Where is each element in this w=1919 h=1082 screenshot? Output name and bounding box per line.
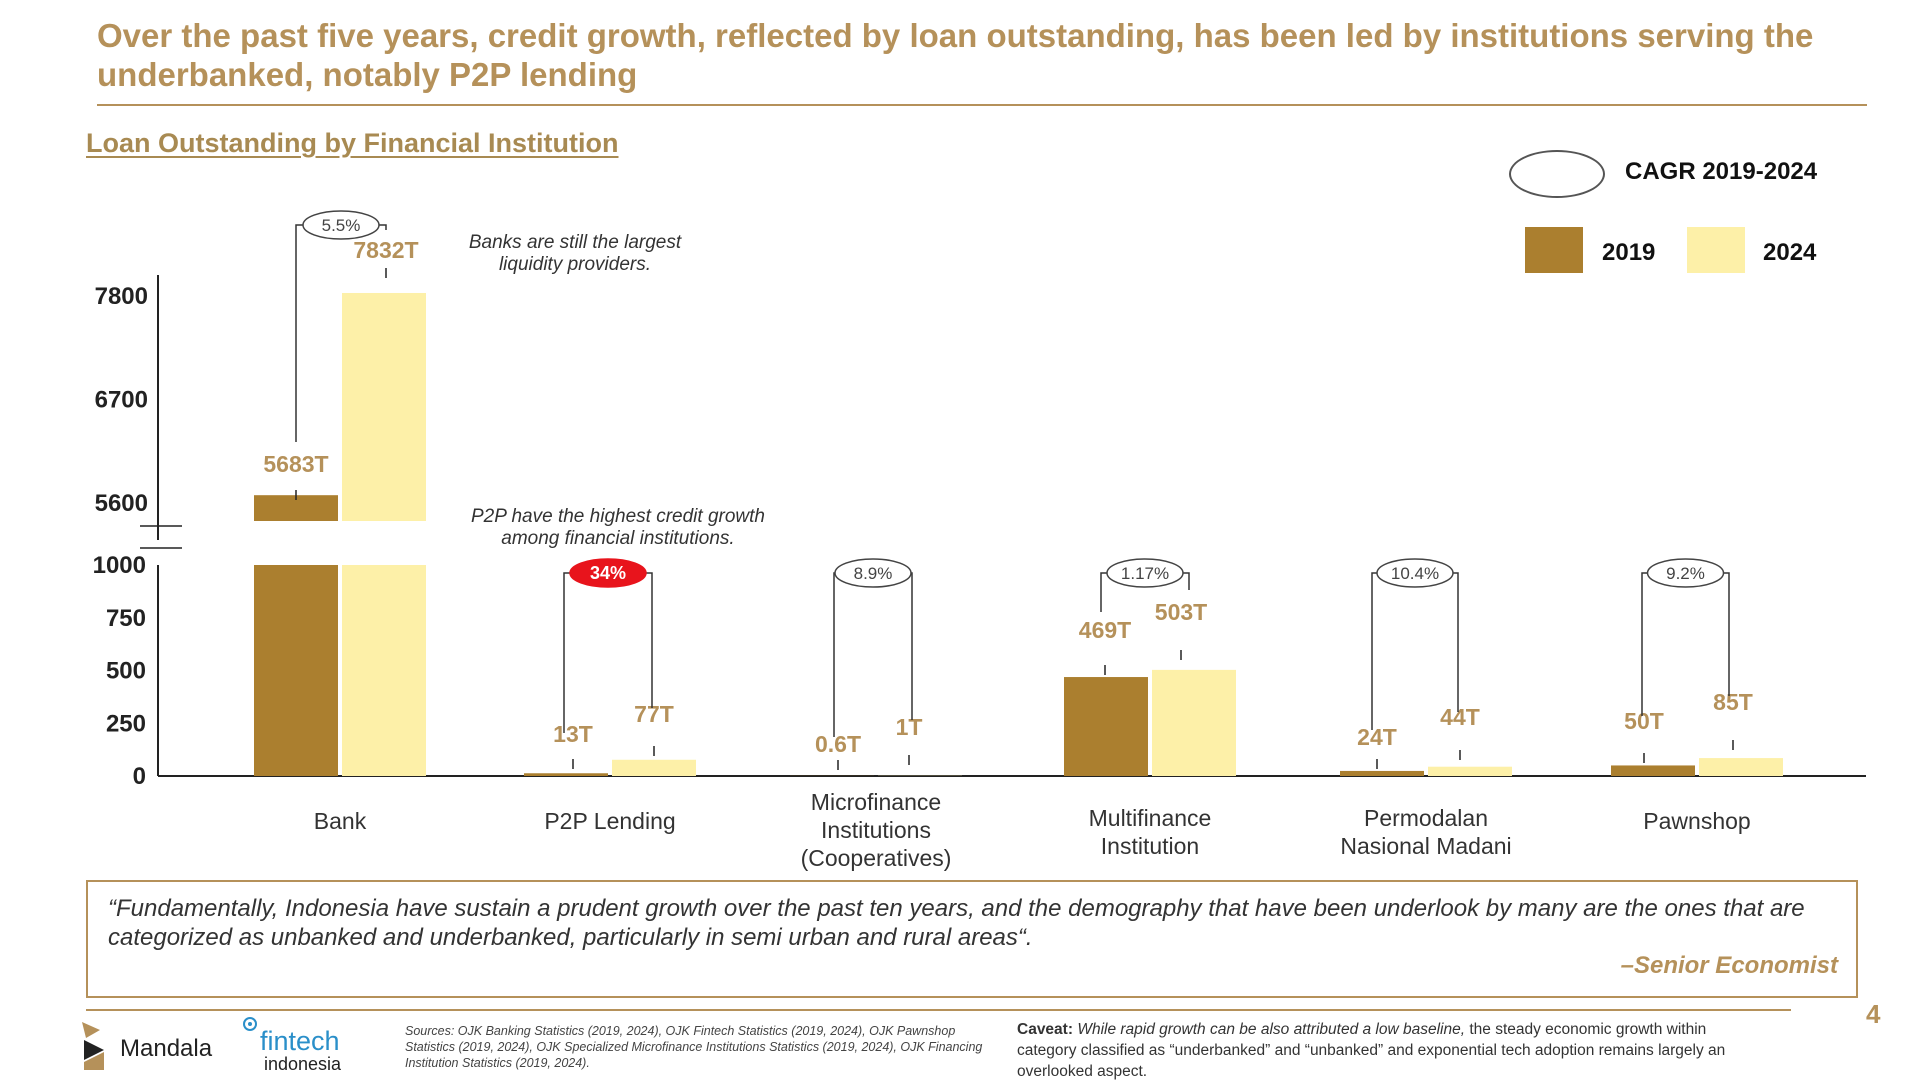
y-tick-label: 0 <box>133 763 146 790</box>
category-label: Pawnshop <box>1643 808 1750 834</box>
y-tick-label: 7800 <box>95 283 148 310</box>
data-label-2024: 85T <box>1713 689 1753 715</box>
quote-author: –Senior Economist <box>1621 952 1838 980</box>
data-label-2024: 7832T <box>353 237 418 263</box>
y-tick-label: 5600 <box>95 490 148 517</box>
bank-note: Banks are still the largest liquidity pr… <box>450 232 700 276</box>
cagr-label: 5.5% <box>322 216 361 235</box>
data-label-2019: 50T <box>1624 708 1664 734</box>
bar-2019 <box>1340 771 1424 776</box>
data-label-2019: 0.6T <box>815 731 861 757</box>
data-label-2019: 469T <box>1079 617 1131 643</box>
data-label-2024: 503T <box>1155 599 1207 625</box>
category-label: (Cooperatives) <box>801 845 952 871</box>
bar-2024 <box>1428 767 1512 776</box>
category-label: Bank <box>314 808 367 834</box>
p2p-note: P2P have the highest credit growth among… <box>448 506 788 550</box>
fintech-indonesia-logo: fintech indonesia <box>238 1014 368 1074</box>
category-label: Institution <box>1101 833 1199 859</box>
quote-box: “Fundamentally, Indonesia have sustain a… <box>86 880 1858 998</box>
y-tick-label: 6700 <box>95 387 148 414</box>
data-label-2024: 77T <box>634 701 674 727</box>
data-label-2024: 1T <box>896 714 923 740</box>
bar-2019 <box>1064 677 1148 776</box>
cagr-label: 9.2% <box>1666 564 1705 583</box>
bar-2019 <box>524 773 608 776</box>
page-number: 4 <box>1866 999 1880 1030</box>
category-label: Institutions <box>821 817 931 843</box>
cagr-bracket <box>834 573 912 737</box>
data-label-2019: 13T <box>553 721 593 747</box>
bar-2019 <box>254 565 338 776</box>
y-tick-label: 750 <box>106 605 146 632</box>
y-tick-label: 1000 <box>93 552 146 579</box>
bar-2024 <box>1152 670 1236 776</box>
data-label-2019: 24T <box>1357 724 1397 750</box>
cagr-label: 8.9% <box>854 564 893 583</box>
data-label-2024: 44T <box>1440 704 1480 730</box>
category-label: Nasional Madani <box>1340 833 1511 859</box>
category-label: Permodalan <box>1364 805 1488 831</box>
bar-2024 <box>612 760 696 776</box>
cagr-label: 1.17% <box>1121 564 1169 583</box>
category-label: Multifinance <box>1089 805 1212 831</box>
bar-2019 <box>1611 765 1695 776</box>
sources-note: Sources: OJK Banking Statistics (2019, 2… <box>405 1023 985 1071</box>
caveat-label: Caveat: <box>1017 1021 1073 1038</box>
quote-text: “Fundamentally, Indonesia have sustain a… <box>108 894 1838 952</box>
bar-2024 <box>342 565 426 776</box>
caveat-note: Caveat: While rapid growth can be also a… <box>1017 1019 1757 1082</box>
caveat-italic: While rapid growth can be also attribute… <box>1077 1021 1465 1038</box>
indonesia-logo-text: indonesia <box>264 1054 342 1074</box>
category-label: P2P Lending <box>544 808 675 834</box>
bar-2024 <box>1699 758 1783 776</box>
fintech-logo-text: fintech <box>260 1026 340 1056</box>
bar-2024 <box>342 293 426 521</box>
cagr-label: 10.4% <box>1391 564 1439 583</box>
mandala-logo-text: Mandala <box>120 1035 213 1062</box>
data-label-2019: 5683T <box>263 451 328 477</box>
y-tick-label: 500 <box>106 658 146 685</box>
category-label: Microfinance <box>811 789 941 815</box>
loan-outstanding-chart: 0 250 500 750 1000 5600 6700 7800 5683T 13T 0.6T 46… <box>0 0 1919 875</box>
y-tick-label: 250 <box>106 710 146 737</box>
footer-divider <box>86 1009 1791 1011</box>
cagr-label: 34% <box>590 563 626 583</box>
